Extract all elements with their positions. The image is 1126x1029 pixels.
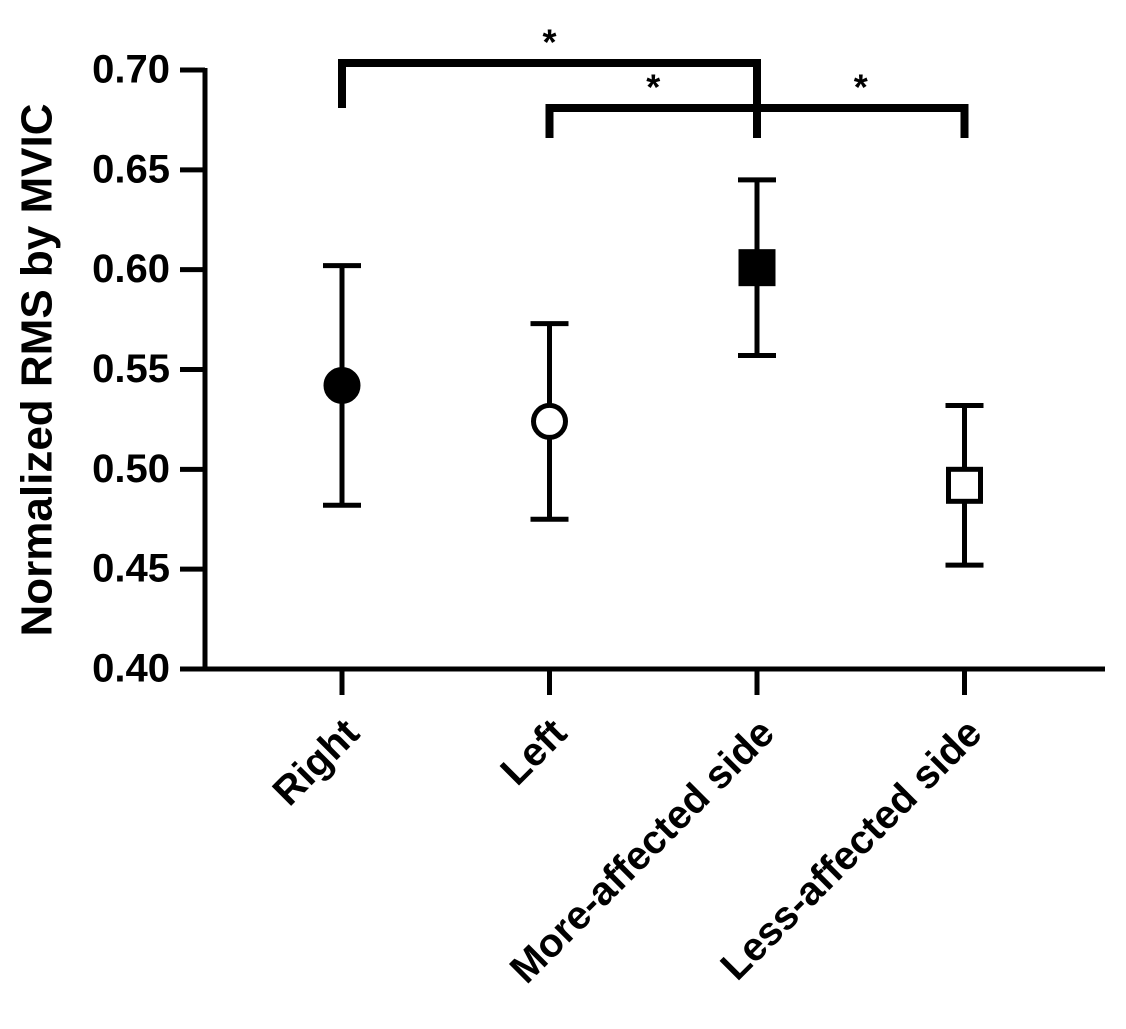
y-tick-label: 0.65 xyxy=(92,147,170,191)
marker xyxy=(738,249,776,287)
y-tick-label: 0.55 xyxy=(92,347,170,391)
marker xyxy=(323,366,361,404)
y-axis-label: Normalized RMS by MVIC xyxy=(13,104,62,637)
significance-bracket xyxy=(338,59,761,108)
y-tick-label: 0.60 xyxy=(92,247,170,291)
y-tick-label: 0.45 xyxy=(92,547,170,591)
marker xyxy=(946,466,983,504)
significance-label: * xyxy=(854,67,868,108)
x-tick-label: Left xyxy=(492,711,575,794)
significance-bracket xyxy=(753,104,969,138)
x-tick-label: Right xyxy=(264,711,367,814)
marker xyxy=(531,402,568,440)
y-tick-label: 0.70 xyxy=(92,48,170,92)
significance-label: * xyxy=(542,22,556,63)
y-tick-label: 0.50 xyxy=(92,447,170,491)
y-tick-label: 0.40 xyxy=(92,647,170,691)
significance-bracket xyxy=(545,104,761,138)
significance-label: * xyxy=(646,67,660,108)
